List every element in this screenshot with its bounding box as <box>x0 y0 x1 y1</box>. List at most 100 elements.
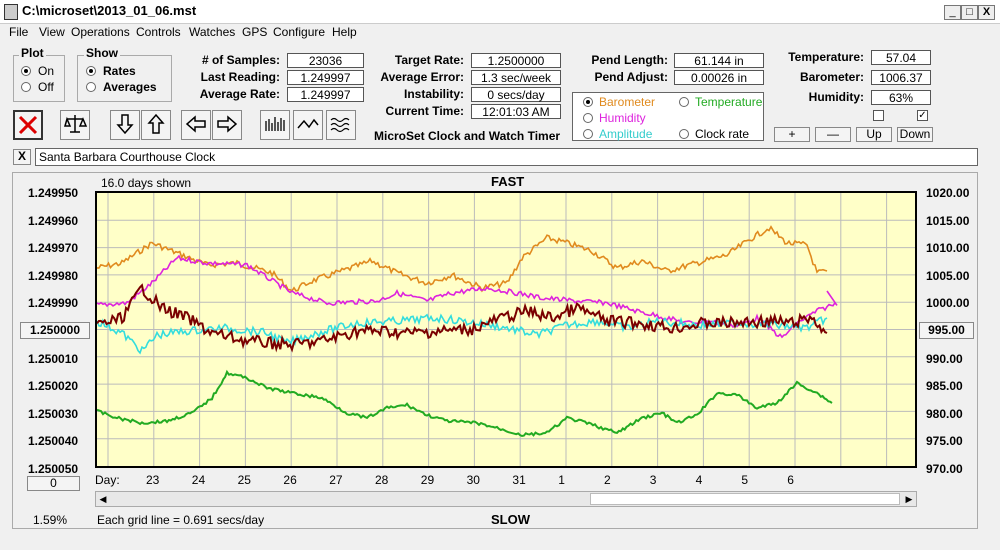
checkbox-left[interactable] <box>873 110 884 121</box>
barometer-radio[interactable] <box>583 97 593 107</box>
up-arrow-button[interactable] <box>141 110 171 140</box>
wave-view-button[interactable] <box>326 110 356 140</box>
day-axis-tick: 2 <box>604 473 611 487</box>
show-averages-label: Averages <box>103 80 157 94</box>
humidity-radio[interactable] <box>583 113 593 123</box>
plot-group-title: Plot <box>19 46 46 60</box>
clock-rate-series <box>97 283 828 353</box>
day-axis-tick: 6 <box>787 473 794 487</box>
graph-panel <box>12 172 978 529</box>
temperature-series-label: Temperature <box>695 95 763 109</box>
menu-configure[interactable]: Configure <box>273 25 326 39</box>
menu-view[interactable]: View <box>39 25 65 39</box>
clear-name-button[interactable]: X <box>13 149 31 165</box>
balance-button[interactable] <box>60 110 90 140</box>
left-axis-tick: 1.250030 <box>28 406 79 421</box>
scroll-right-icon[interactable]: ▶ <box>905 494 913 504</box>
menu-gps[interactable]: GPS <box>242 25 268 39</box>
stop-button[interactable] <box>13 110 43 140</box>
left-axis-tick: 1.249990 <box>28 296 79 311</box>
plot-group <box>13 55 65 102</box>
arrow-down-icon <box>116 114 134 135</box>
checkbox-right[interactable]: ✓ <box>917 110 928 121</box>
instability-value: 0 secs/day <box>471 87 561 102</box>
temperature-radio[interactable] <box>679 97 689 107</box>
clock-name-field[interactable]: Santa Barbara Courthouse Clock <box>35 148 978 166</box>
current-time-value: 12:01:03 AM <box>471 104 561 119</box>
menu-operations[interactable]: Operations <box>71 25 130 39</box>
right-axis-reference-box[interactable]: 995.00 <box>919 322 974 339</box>
samples-value: 23036 <box>287 53 364 68</box>
plot-off-radio[interactable] <box>21 82 31 92</box>
scrollbar-thumb[interactable] <box>590 493 900 505</box>
horizontal-scrollbar[interactable]: ◀ ▶ <box>95 491 917 507</box>
menu-file[interactable]: File <box>9 25 29 39</box>
right-arrow-button[interactable] <box>212 110 242 140</box>
right-axis-tick: 1000.00 <box>926 296 970 311</box>
bottom-value-box[interactable]: 0 <box>27 476 80 491</box>
app-icon <box>4 4 18 20</box>
scroll-left-icon[interactable]: ◀ <box>99 494 107 504</box>
instability-label: Instability: <box>403 87 464 101</box>
pend-adjust-value: 0.00026 in <box>674 70 764 85</box>
show-rates-label: Rates <box>103 64 136 78</box>
day-axis-tick: 26 <box>283 473 297 487</box>
temperature-series <box>97 369 833 438</box>
show-group <box>77 55 172 102</box>
humidity-series-label: Humidity <box>599 111 646 125</box>
arrow-up-icon <box>147 113 165 134</box>
balance-scale-icon <box>64 115 88 133</box>
day-axis-tick: 27 <box>329 473 343 487</box>
left-axis-tick: 1.250050 <box>28 462 79 476</box>
show-group-title: Show <box>84 46 120 60</box>
bars-view-button[interactable] <box>260 110 290 140</box>
right-axis-tick: 1015.00 <box>926 213 970 228</box>
slow-label: SLOW <box>491 512 530 527</box>
bar-graph-icon <box>265 117 285 131</box>
grid-note-label: Each grid line = 0.691 secs/day <box>97 513 265 527</box>
minimize-button[interactable]: _ <box>944 5 961 20</box>
days-shown-label: 16.0 days shown <box>101 176 192 190</box>
scale-up-button[interactable]: Up <box>856 127 892 142</box>
menu-controls[interactable]: Controls <box>136 25 181 39</box>
average-error-label: Average Error: <box>380 70 464 84</box>
average-rate-value: 1.249997 <box>287 87 364 102</box>
clock-rate-radio[interactable] <box>679 129 689 139</box>
scale-minus-button[interactable]: — <box>815 127 851 142</box>
day-axis-tick: 5 <box>741 473 749 487</box>
day-axis-tick: 24 <box>191 473 206 487</box>
show-rates-radio[interactable] <box>86 66 96 76</box>
pend-length-value: 61.144 in <box>674 53 764 68</box>
menu-watches[interactable]: Watches <box>189 25 236 39</box>
menu-help[interactable]: Help <box>332 25 357 39</box>
line-graph-icon <box>297 118 319 129</box>
left-axis-tick: 1.249980 <box>28 268 79 283</box>
right-axis-tick: 980.00 <box>926 406 963 421</box>
day-axis-tick: 31 <box>512 473 526 487</box>
day-axis-tick: 4 <box>695 473 703 487</box>
down-arrow-button[interactable] <box>110 110 140 140</box>
right-axis-tick: 985.00 <box>926 379 963 394</box>
show-averages-radio[interactable] <box>86 82 96 92</box>
percent-label: 1.59% <box>33 513 68 527</box>
target-rate-label: Target Rate: <box>394 53 464 67</box>
graph-plot <box>97 193 915 466</box>
right-axis-tick: 1005.00 <box>926 268 970 283</box>
amplitude-radio[interactable] <box>583 129 593 139</box>
app-name-label: MicroSet Clock and Watch Timer <box>374 129 561 143</box>
left-axis-reference-box[interactable]: 1.250000 <box>20 322 90 339</box>
line-view-button[interactable] <box>293 110 323 140</box>
barometer-value: 1006.37 <box>871 70 931 85</box>
day-axis-tick: 1 <box>558 473 565 487</box>
right-axis-tick: 975.00 <box>926 434 963 449</box>
day-axis-tick: 23 <box>146 473 160 487</box>
arrow-right-icon <box>217 115 238 133</box>
close-window-button[interactable]: X <box>978 5 995 20</box>
left-arrow-button[interactable] <box>181 110 211 140</box>
menu-bar: File View Operations Controls Watches GP… <box>0 23 1000 41</box>
scale-plus-button[interactable]: + <box>774 127 810 142</box>
plot-on-radio[interactable] <box>21 66 31 76</box>
scale-down-button[interactable]: Down <box>897 127 933 142</box>
maximize-button[interactable]: □ <box>961 5 978 20</box>
right-axis-tick: 1020.00 <box>926 186 970 200</box>
